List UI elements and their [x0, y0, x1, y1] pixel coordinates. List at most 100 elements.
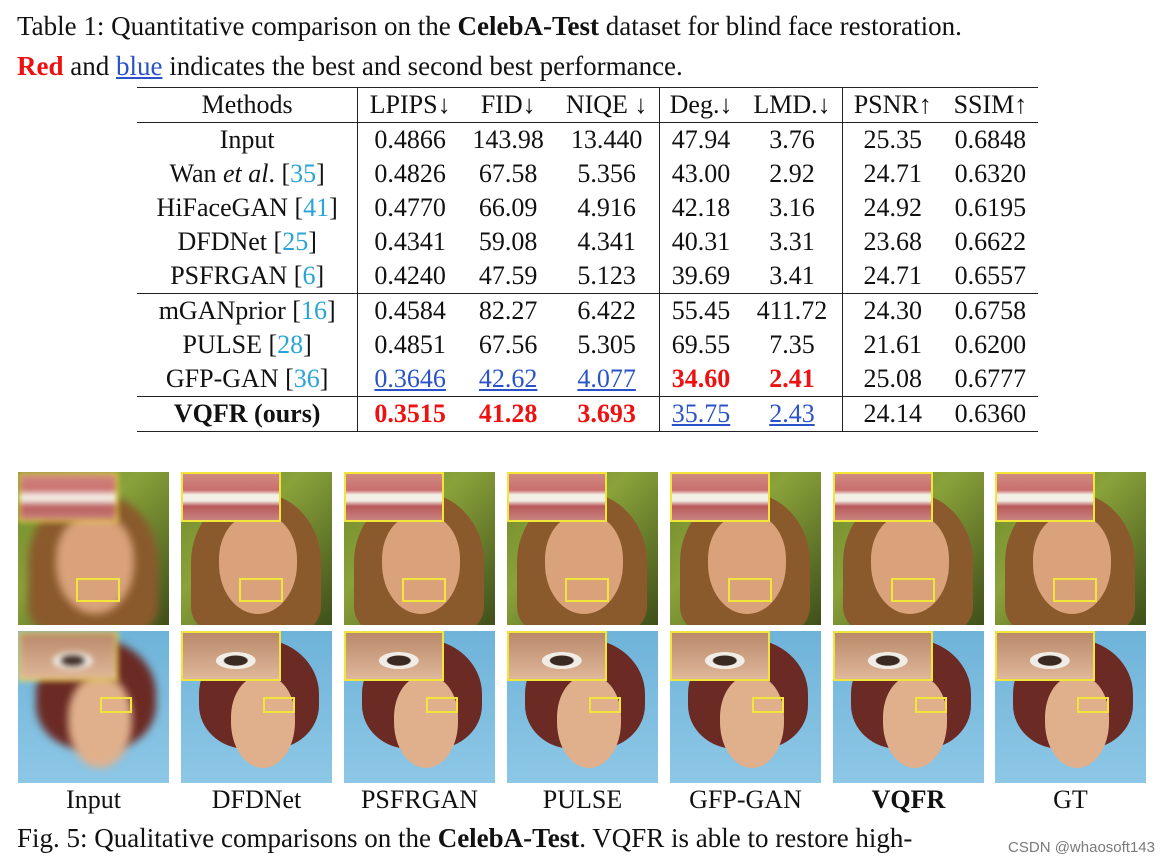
metric-cell: 5.305: [577, 330, 636, 359]
metric-cell: 0.6848: [954, 125, 1027, 154]
mouth-zoom-inset: [995, 472, 1095, 522]
metric-cell: 0.6758: [954, 296, 1027, 325]
face-shape: [883, 676, 947, 768]
method-label-italic: et al: [223, 159, 269, 188]
header-niqe: NIQE ↓: [565, 90, 648, 119]
metric-cell: 42.62: [478, 364, 538, 393]
metric-cell: 2.92: [769, 159, 815, 188]
table-caption: Table 1: Quantitative comparison on the …: [17, 6, 1162, 86]
legend-red-word: Red: [17, 51, 64, 81]
metric-cell: 69.55: [658, 328, 743, 362]
face-shape: [557, 676, 621, 768]
citation-link[interactable]: 16: [300, 296, 327, 325]
table-row: PSFRGAN [6] 0.4240 47.59 5.123 39.69 3.41 24.7…: [137, 259, 1038, 294]
figure-caption-suffix: . VQFR is able to restore high-: [579, 823, 913, 853]
metric-cell: 0.6360: [954, 399, 1027, 428]
method-label: GFP-GAN: [165, 364, 279, 393]
mouth-zoom-inset: [833, 472, 933, 522]
citation-link[interactable]: 6: [302, 261, 316, 290]
metric-cell: 5.123: [577, 261, 636, 290]
metric-cell: 21.61: [841, 328, 943, 362]
table-row: Wan et al. [35] 0.4826 67.58 5.356 43.00 2.92…: [137, 157, 1038, 191]
caption-suffix: dataset for blind face restoration.: [599, 11, 962, 41]
metric-cell: 0.3515: [357, 396, 462, 432]
metric-cell: 3.693: [577, 399, 636, 428]
results-table: Methods LPIPS↓ FID↓ NIQE ↓ Deg.↓ LMD.↓ P…: [137, 87, 1038, 432]
header-psnr: PSNR↑: [841, 87, 943, 123]
face-image-row1: [181, 472, 332, 625]
face-image-row1: [18, 472, 169, 625]
figure-caption-prefix: Fig. 5: Qualitative comparisons on the: [17, 823, 438, 853]
metric-cell: 0.4826: [357, 157, 462, 191]
caption-line-1: Table 1: Quantitative comparison on the …: [17, 6, 1162, 46]
face-shape: [1045, 676, 1109, 768]
caption-dataset: CelebA-Test: [457, 11, 600, 41]
eye-zoom-inset: [995, 631, 1095, 681]
metric-cell: 3.76: [769, 125, 815, 154]
face-shape: [382, 514, 460, 614]
table-row: PULSE [28] 0.4851 67.56 5.305 69.55 7.35 21.61…: [137, 328, 1038, 362]
metric-cell: 24.30: [841, 293, 943, 328]
crop-box: [1053, 578, 1097, 602]
metric-cell: 66.09: [478, 193, 538, 222]
table-row: VQFR (ours) 0.3515 41.28 3.693 35.75 2.43 24.1…: [137, 396, 1038, 432]
citation-link[interactable]: 41: [303, 193, 330, 222]
metric-cell: 24.92: [841, 191, 943, 225]
column-label: DFDNet: [211, 785, 302, 814]
citation-link[interactable]: 35: [290, 159, 317, 188]
table-row: DFDNet [25] 0.4341 59.08 4.341 40.31 3.31 23.6…: [137, 225, 1038, 259]
metric-cell: 24.71: [841, 259, 943, 294]
crop-box: [239, 578, 283, 602]
metric-cell: 82.27: [478, 296, 538, 325]
eye-zoom-inset: [344, 631, 444, 681]
face-image-row2: [995, 631, 1146, 783]
method-name: Wan et al. [35]: [169, 159, 325, 188]
figure-caption: Fig. 5: Qualitative comparisons on the C…: [17, 818, 912, 858]
face-shape: [720, 676, 784, 768]
metric-cell: 4.077: [577, 364, 636, 393]
crop-box: [891, 578, 935, 602]
mouth-zoom-inset: [670, 472, 770, 522]
method-name: DFDNet [25]: [177, 227, 317, 256]
metric-cell: 47.94: [658, 122, 743, 157]
method-label-suffix: .: [268, 159, 276, 188]
method-name: PSFRGAN [6]: [170, 261, 325, 290]
metric-cell: 13.440: [570, 125, 643, 154]
method-label: PSFRGAN: [170, 261, 288, 290]
face-image-row2: [18, 631, 169, 783]
face-image-row1: [833, 472, 984, 625]
metric-cell: 39.69: [658, 259, 743, 294]
metric-cell: 0.3646: [357, 362, 462, 397]
mouth-zoom-inset: [344, 472, 444, 522]
face-image-row1: [507, 472, 658, 625]
metric-cell: 3.31: [769, 227, 815, 256]
method-label: DFDNet: [177, 227, 268, 256]
crop-box: [565, 578, 609, 602]
method-label: Input: [219, 125, 275, 154]
citation-link[interactable]: 25: [282, 227, 309, 256]
metric-cell: 0.6195: [954, 193, 1027, 222]
crop-box: [752, 697, 784, 713]
metric-cell: 25.35: [841, 122, 943, 157]
method-label: Wan: [169, 159, 223, 188]
eye-zoom-inset: [833, 631, 933, 681]
face-shape: [68, 676, 132, 768]
face-image-row2: [833, 631, 984, 783]
crop-box: [426, 697, 458, 713]
metric-cell: 143.98: [472, 125, 544, 154]
metric-cell: 0.4866: [357, 122, 462, 157]
method-name: Input: [137, 123, 358, 158]
face-image-row2: [181, 631, 332, 783]
crop-box: [100, 697, 132, 713]
metric-cell: 3.16: [769, 193, 815, 222]
header-lpips: LPIPS↓: [357, 87, 462, 123]
watermark: CSDN @whaosoft143: [1008, 839, 1155, 856]
column-label: VQFR: [871, 785, 946, 814]
metric-cell: 0.4341: [357, 225, 462, 259]
method-name: mGANprior [16]: [158, 296, 336, 325]
citation-link[interactable]: 36: [293, 364, 320, 393]
header-fid: FID↓: [480, 90, 536, 119]
method-name: GFP-GAN [36]: [165, 364, 329, 393]
citation-link[interactable]: 28: [277, 330, 304, 359]
crop-box: [1077, 697, 1109, 713]
